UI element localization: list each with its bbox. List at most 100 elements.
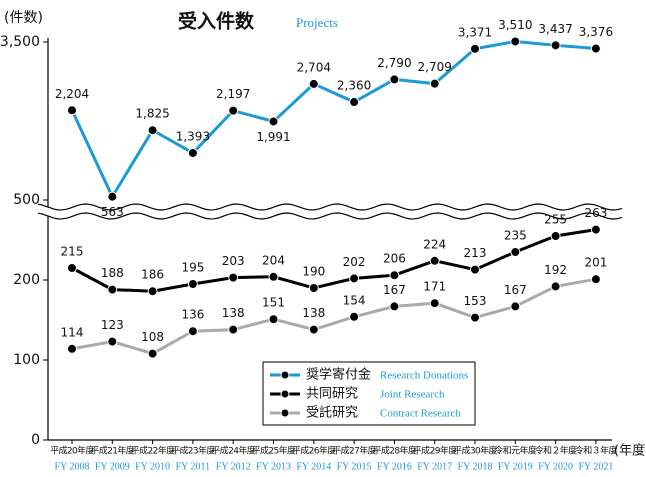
data-point: [590, 43, 601, 54]
legend-label: 共同研究: [306, 387, 358, 402]
data-point: [389, 270, 400, 281]
x-tick-label-en: FY 2015: [337, 461, 372, 472]
x-tick-label-en: FY 2008: [55, 461, 90, 472]
data-label: 171: [423, 280, 446, 294]
x-tick-label: 平成30年度: [453, 445, 497, 457]
data-point: [510, 247, 521, 257]
y-axis-label: (件数): [4, 10, 43, 26]
data-point: [389, 74, 400, 85]
chart-title: 受入件数: [178, 10, 255, 33]
data-label: 2,709: [418, 60, 452, 74]
x-tick-label: 平成21年度: [90, 445, 134, 457]
data-point: [429, 298, 440, 309]
x-tick-label: 平成26年度: [292, 445, 336, 457]
x-tick-label: 平成27年度: [332, 445, 376, 457]
data-point: [470, 43, 480, 54]
data-label: 195: [181, 261, 204, 275]
data-point: [590, 224, 601, 235]
legend-label-en: Contract Research: [380, 408, 461, 420]
x-tick-label-en: FY 2010: [135, 461, 170, 472]
data-label: 224: [423, 237, 446, 251]
data-point: [107, 336, 118, 347]
data-label: 167: [504, 283, 527, 297]
data-label: 153: [464, 294, 487, 308]
data-point: [308, 283, 319, 293]
x-tick-label-en: FY 2020: [538, 461, 573, 472]
x-tick-label-en: FY 2018: [458, 461, 493, 472]
legend-label-en: Joint Research: [380, 389, 445, 401]
y-tick-label: 500: [13, 192, 40, 208]
x-tick-label-en: FY 2011: [176, 461, 211, 472]
x-axis-label: (年度): [614, 443, 646, 459]
data-point: [67, 105, 77, 116]
y-tick-label: 0: [31, 432, 40, 448]
x-tick-label: 平成23年度: [171, 445, 215, 457]
data-label: 167: [383, 283, 406, 297]
data-point: [550, 231, 561, 241]
data-label: 235: [504, 229, 527, 243]
data-label: 2,360: [337, 79, 371, 93]
data-label: 563: [101, 205, 124, 219]
data-label: 263: [584, 206, 607, 220]
data-label: 192: [544, 263, 567, 277]
data-point: [308, 78, 319, 89]
data-point: [510, 301, 521, 312]
data-point: [389, 301, 400, 312]
series-line: [71, 228, 597, 293]
axis-break-line: [37, 212, 623, 220]
data-label: 213: [464, 246, 487, 260]
data-point: [550, 281, 561, 292]
x-tick-label-en: FY 2012: [216, 461, 251, 472]
x-tick-label-en: FY 2017: [417, 461, 452, 472]
data-point: [228, 272, 239, 283]
data-label: 201: [584, 256, 607, 270]
data-label: 186: [141, 268, 164, 282]
data-point: [349, 273, 360, 284]
data-point: [107, 284, 118, 295]
data-label: 3,510: [498, 18, 532, 32]
data-point: [67, 263, 77, 273]
x-tick-label: 令和元年度: [494, 445, 537, 457]
data-label: 2,204: [55, 87, 89, 101]
series-line: [70, 39, 597, 200]
data-label: 255: [544, 213, 567, 227]
data-label: 3,371: [458, 25, 492, 39]
data-point: [550, 40, 561, 51]
series-line: [71, 277, 597, 356]
x-tick-label: 令和２年度: [535, 445, 578, 457]
data-label: 206: [383, 252, 406, 266]
data-label: 123: [101, 318, 124, 332]
x-tick-label-en: FY 2021: [578, 461, 613, 472]
data-point: [268, 271, 279, 282]
data-label: 2,790: [377, 56, 411, 70]
axis-break-line: [37, 203, 623, 211]
data-point: [510, 36, 521, 47]
data-point: [187, 326, 198, 337]
data-label: 138: [222, 306, 245, 320]
data-point: [147, 348, 158, 359]
x-tick-label-en: FY 2019: [498, 461, 533, 472]
data-label: 2,197: [216, 87, 250, 101]
data-label: 138: [302, 306, 325, 320]
data-label: 136: [181, 308, 204, 322]
legend-marker: [280, 408, 290, 418]
data-point: [349, 97, 360, 108]
data-point: [187, 279, 198, 289]
data-label: 3,437: [538, 22, 572, 36]
data-label: 1,393: [176, 129, 210, 143]
data-point: [268, 314, 279, 325]
data-label: 108: [141, 330, 164, 344]
chart-subtitle: Projects: [296, 15, 338, 30]
legend-marker: [280, 370, 290, 380]
data-label: 203: [222, 254, 245, 268]
data-label: 190: [302, 265, 325, 279]
data-point: [147, 125, 158, 136]
x-tick-label: 平成28年度: [372, 445, 416, 457]
data-point: [470, 312, 480, 323]
data-point: [429, 78, 440, 89]
data-label: 114: [61, 325, 84, 339]
data-point: [228, 324, 239, 335]
x-tick-label-en: FY 2016: [377, 461, 412, 472]
data-point: [268, 116, 279, 127]
